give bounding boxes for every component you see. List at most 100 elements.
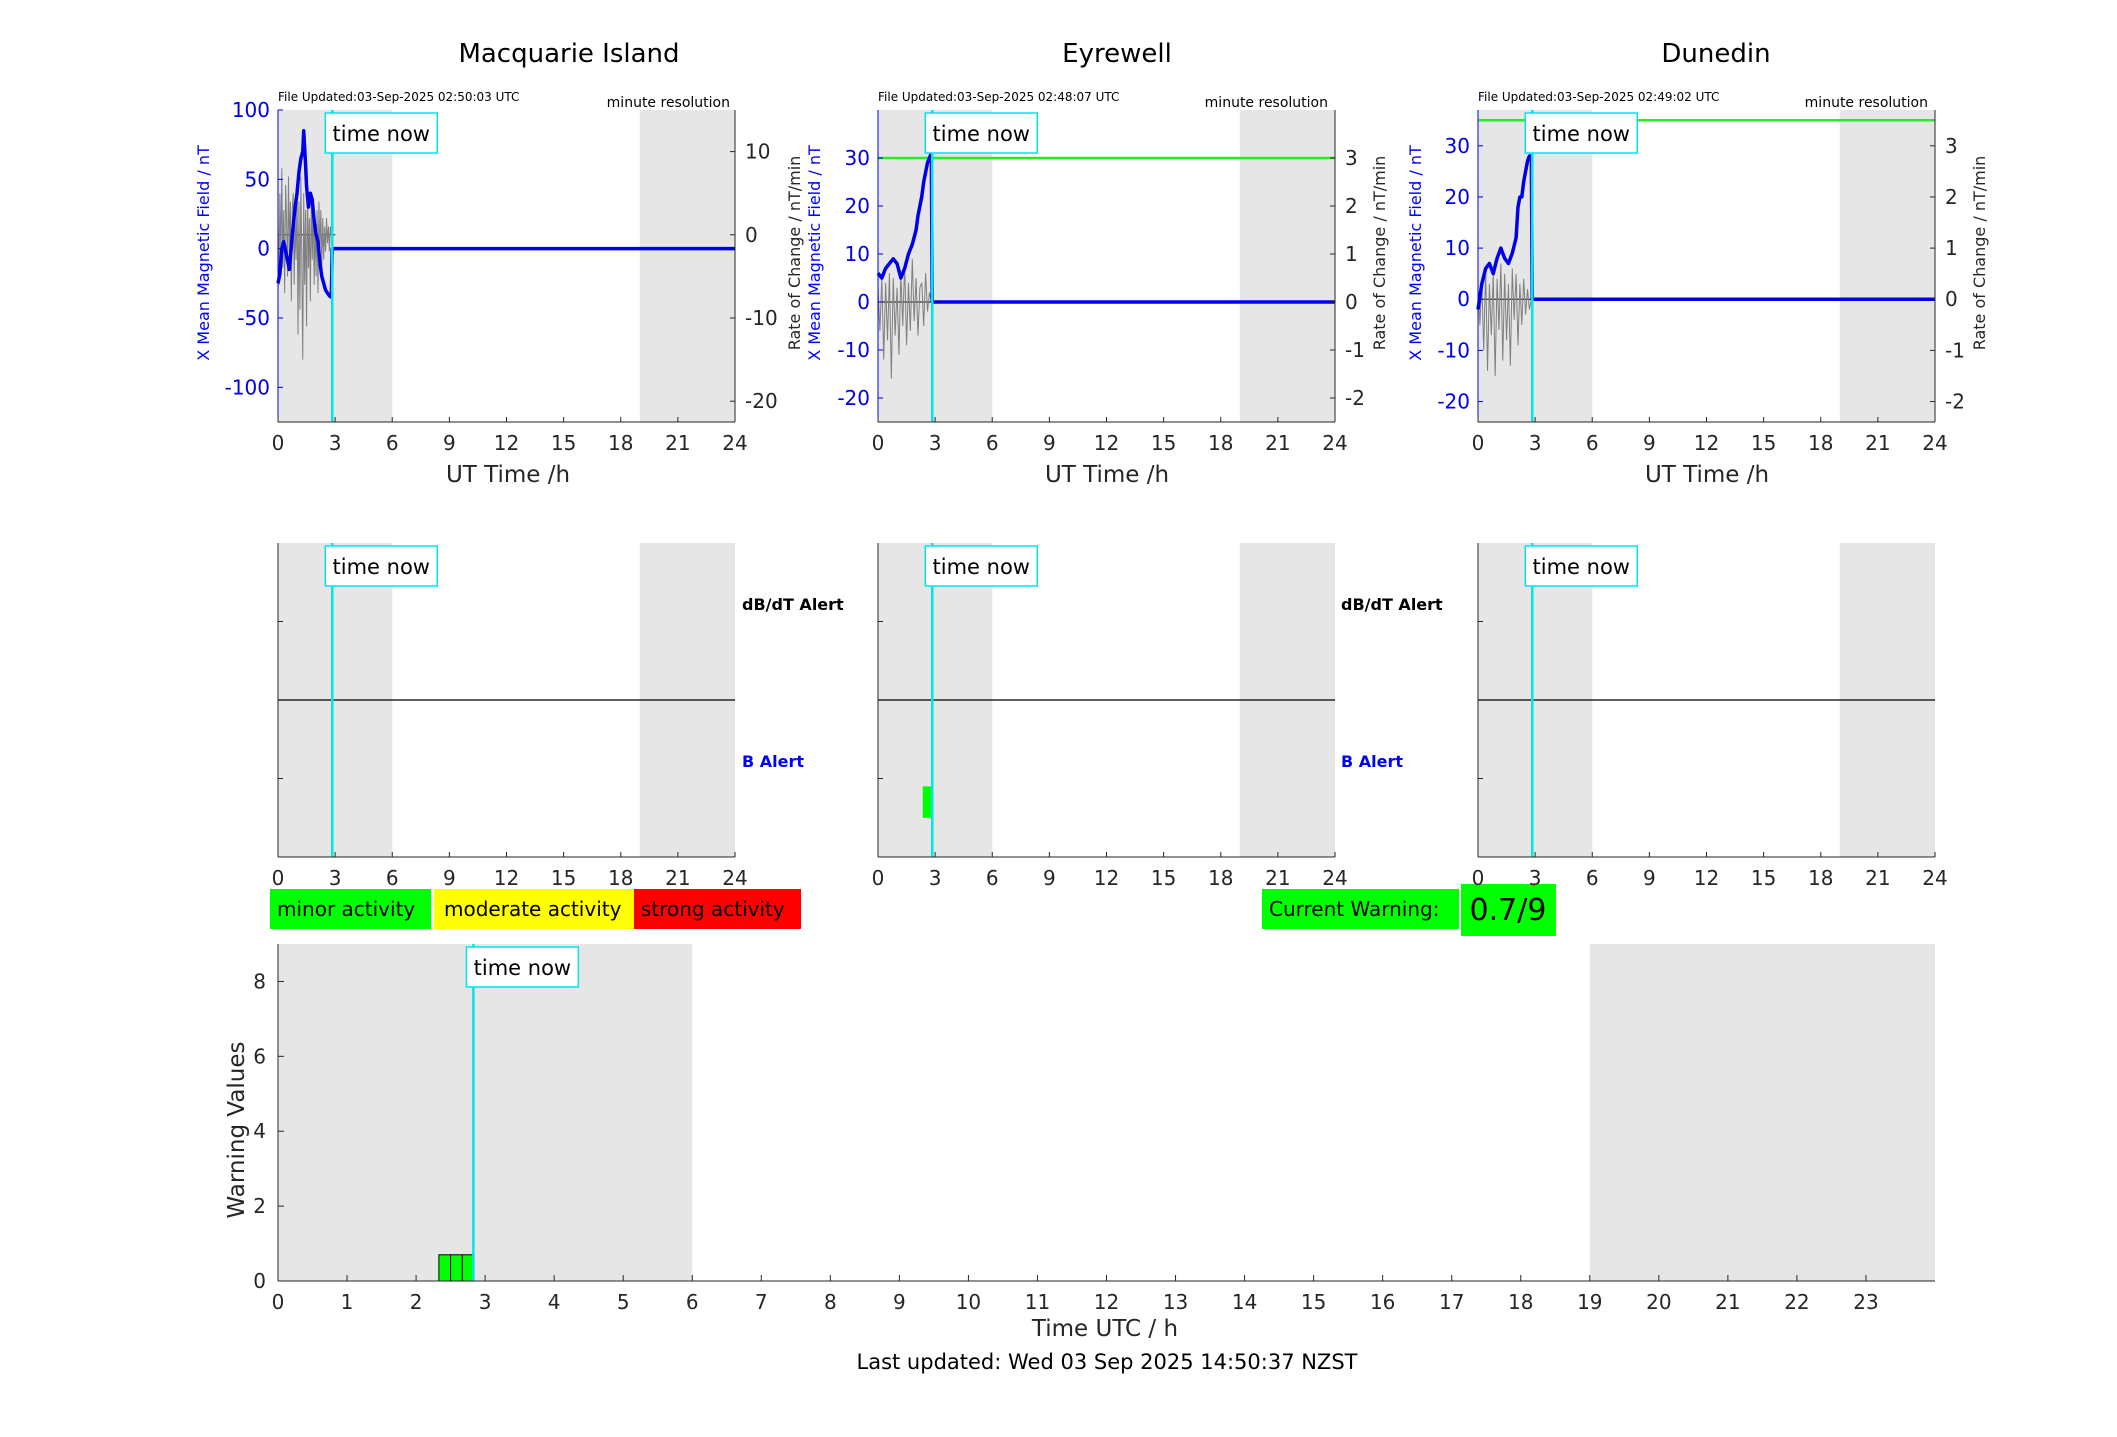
- x-tick-label: 18: [1808, 866, 1833, 890]
- y-left-tick-label: 30: [845, 146, 870, 170]
- legend-minor: minor activity: [270, 889, 431, 929]
- x-tick-label: 9: [1643, 431, 1656, 455]
- x-tick-label: 19: [1577, 1290, 1602, 1314]
- x-tick-label: 9: [1043, 866, 1056, 890]
- file-updated-macquarie: File Updated:03-Sep-2025 02:50:03 UTC: [278, 90, 519, 104]
- y-left-tick-label: 100: [232, 98, 270, 122]
- time-now-box: [324, 112, 439, 154]
- x-tick-label: 15: [551, 866, 576, 890]
- x-tick-label: 3: [929, 431, 942, 455]
- x-tick-label: 12: [1094, 866, 1119, 890]
- y-right-tick-label: 0: [745, 223, 758, 247]
- x-tick-label: 0: [272, 1290, 285, 1314]
- x-tick-label: 4: [548, 1290, 561, 1314]
- y-label-left-macquarie: X Mean Magnetic Field / nT: [194, 145, 213, 361]
- x-tick-label: 12: [494, 866, 519, 890]
- x-field-series-line: [276, 129, 735, 299]
- y-right-tick-label: -2: [1945, 390, 1965, 414]
- x-tick-label: 24: [1322, 431, 1347, 455]
- x-field-series-line: [1476, 154, 1935, 310]
- current-warning-value-box: [1461, 884, 1556, 936]
- x-tick-label: 24: [722, 431, 747, 455]
- x-tick-label: 6: [986, 431, 999, 455]
- y-tick-label: 0: [253, 1269, 266, 1293]
- time-now-box: [465, 946, 580, 988]
- time-now-box: [324, 545, 439, 587]
- x-tick-label: 15: [1751, 866, 1776, 890]
- x-tick-label: 6: [986, 866, 999, 890]
- legend-moderate-swatch: [434, 889, 634, 929]
- y-tick-label: 8: [253, 969, 266, 993]
- y-right-tick-label: 1: [1945, 236, 1958, 260]
- legend-strong: strong activity: [634, 889, 801, 929]
- y-label-left-eyrewell: X Mean Magnetic Field / nT: [805, 145, 824, 361]
- y-left-tick-label: -20: [1437, 390, 1470, 414]
- x-tick-label: 10: [956, 1290, 981, 1314]
- x-tick-label: 21: [1865, 866, 1890, 890]
- x-tick-label: 3: [1529, 431, 1542, 455]
- x-tick-label: 9: [1043, 431, 1056, 455]
- y-right-tick-label: 2: [1945, 185, 1958, 209]
- time-now-box: [1524, 545, 1639, 587]
- y-left-tick-label: -10: [837, 338, 870, 362]
- x-tick-label: 13: [1163, 1290, 1188, 1314]
- warning-bar-2: [461, 1254, 474, 1282]
- y-left-tick-label: 10: [1445, 236, 1470, 260]
- x-tick-label: 0: [872, 866, 885, 890]
- y-right-tick-label: 2: [1345, 194, 1358, 218]
- warning-bar-1: [450, 1254, 463, 1282]
- y-right-tick-label: -20: [745, 389, 778, 413]
- y-right-tick-label: 1: [1345, 242, 1358, 266]
- x-tick-label: 15: [551, 431, 576, 455]
- x-tick-label: 17: [1439, 1290, 1464, 1314]
- x-tick-label: 21: [1265, 866, 1290, 890]
- x-tick-label: 20: [1646, 1290, 1671, 1314]
- x-tick-label: 0: [272, 866, 285, 890]
- y-tick-label: 6: [253, 1044, 266, 1068]
- x-tick-label: 9: [443, 866, 456, 890]
- night-shade-1: [1239, 110, 1335, 422]
- x-tick-label: 18: [1508, 1290, 1533, 1314]
- y-right-tick-label: 0: [1345, 290, 1358, 314]
- x-tick-label: 15: [1751, 431, 1776, 455]
- legend-minor-label: minor activity: [277, 897, 415, 921]
- x-tick-label: 6: [1586, 431, 1599, 455]
- y-left-tick-label: -50: [237, 306, 270, 330]
- current-warning-swatch: [1262, 889, 1459, 929]
- x-tick-label: 12: [1694, 866, 1719, 890]
- time-now-label: time now: [933, 122, 1030, 146]
- x-tick-label: 18: [1808, 431, 1833, 455]
- current-warning-label: Current Warning:: [1269, 897, 1439, 921]
- x-tick-label: 24: [1322, 866, 1347, 890]
- x-tick-label: 3: [479, 1290, 492, 1314]
- time-now-label: time now: [1533, 555, 1630, 579]
- station-title-macquarie: Macquarie Island: [458, 39, 679, 69]
- time-now-box: [924, 112, 1039, 154]
- x-label-eyrewell: UT Time /h: [1045, 462, 1169, 488]
- x-tick-label: 6: [1586, 866, 1599, 890]
- night-shade-0: [278, 110, 393, 422]
- night-shade-1: [1839, 110, 1935, 422]
- y-label-right-macquarie: Rate of Change / nT/min: [785, 156, 804, 351]
- x-tick-label: 16: [1370, 1290, 1395, 1314]
- b-alert-label-left: B Alert: [742, 752, 804, 771]
- y-left-tick-label: 0: [1457, 287, 1470, 311]
- night-shade-0: [278, 944, 693, 1281]
- y-left-tick-label: 0: [257, 237, 270, 261]
- y-left-tick-label: -100: [225, 375, 270, 399]
- alert-plot-eyrewell: time now 0 3 6 9 12 15 18 21 24: [872, 543, 1348, 890]
- y-left-tick-label: 20: [845, 194, 870, 218]
- resolution-label-dunedin: minute resolution: [1805, 95, 1928, 111]
- x-tick-label: 21: [1265, 431, 1290, 455]
- x-tick-label: 0: [1472, 431, 1485, 455]
- y-label-right-eyrewell: Rate of Change / nT/min: [1370, 156, 1389, 351]
- y-left-tick-label: 30: [1445, 134, 1470, 158]
- y-tick-label: 4: [253, 1119, 266, 1143]
- x-tick-label: 21: [665, 866, 690, 890]
- x-label-dunedin: UT Time /h: [1645, 462, 1769, 488]
- time-now-label: time now: [333, 555, 430, 579]
